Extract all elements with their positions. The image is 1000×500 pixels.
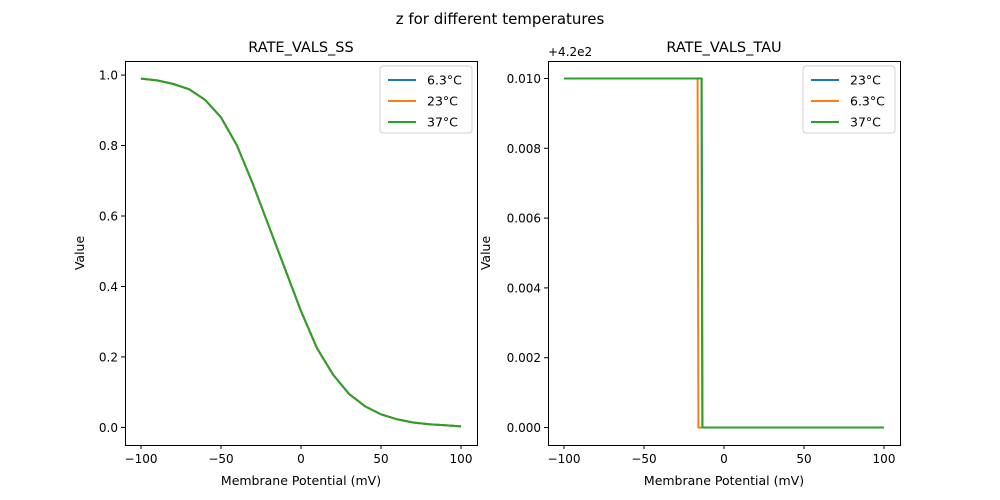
x-tick-label: 50 [796, 452, 811, 466]
axes-title: RATE_VALS_SS [248, 40, 353, 56]
series-line-2 [140, 77, 462, 428]
y-tick-label: 0.010 [507, 72, 541, 86]
y-axis-label: Value [478, 236, 493, 271]
x-tick-label: −50 [208, 452, 233, 466]
axes-rate-vals-ss: RATE_VALS_SS Membrane Potential (mV) Val… [72, 40, 478, 488]
y-tick-label: 0.4 [99, 280, 118, 294]
x-tick-label: 100 [873, 452, 896, 466]
x-tick-label: 100 [450, 452, 473, 466]
legend-label: 23°C [850, 73, 881, 88]
axes-frame [548, 61, 901, 446]
y-tick-label: 0.2 [99, 350, 118, 364]
x-tick-label: −100 [548, 452, 581, 466]
axes-title: RATE_VALS_TAU [666, 40, 781, 56]
x-tick-label: 0 [297, 452, 305, 466]
axes-rate-vals-tau: RATE_VALS_TAU Membrane Potential (mV) Va… [478, 40, 901, 488]
series-line-2 [564, 77, 884, 429]
y-tick-label: 0.004 [507, 281, 541, 295]
legend: 23°C 6.3°C 37°C [802, 65, 896, 134]
offset-text: +4.2e2 [548, 45, 592, 59]
y-tick-label: 0.8 [99, 139, 118, 153]
legend-label: 6.3°C [427, 73, 462, 88]
x-tick-label: 0 [720, 452, 728, 466]
x-tick-label: −50 [631, 452, 656, 466]
y-tick-label: 0.000 [507, 421, 541, 435]
legend-label: 37°C [427, 115, 458, 130]
y-axis-label: Value [72, 236, 87, 271]
x-tick-label: −100 [125, 452, 158, 466]
x-axis-label: Membrane Potential (mV) [644, 473, 804, 488]
y-tick-label: 0.002 [507, 351, 541, 365]
axes-frame [125, 61, 478, 446]
y-tick-label: 0.0 [99, 421, 118, 435]
y-tick-label: 1.0 [99, 69, 118, 83]
y-tick-label: 0.008 [507, 142, 541, 156]
legend-box [802, 65, 896, 134]
x-axis-label: Membrane Potential (mV) [221, 473, 381, 488]
legend-label: 23°C [427, 94, 458, 109]
x-tick-label: 50 [373, 452, 388, 466]
y-tick-label: 0.006 [507, 212, 541, 226]
legend-label: 6.3°C [850, 94, 885, 109]
y-tick-label: 0.6 [99, 210, 118, 224]
legend-label: 37°C [850, 115, 881, 130]
legend-box [379, 65, 473, 134]
legend: 6.3°C 23°C 37°C [379, 65, 473, 134]
figure-suptitle: z for different temperatures [396, 10, 605, 28]
